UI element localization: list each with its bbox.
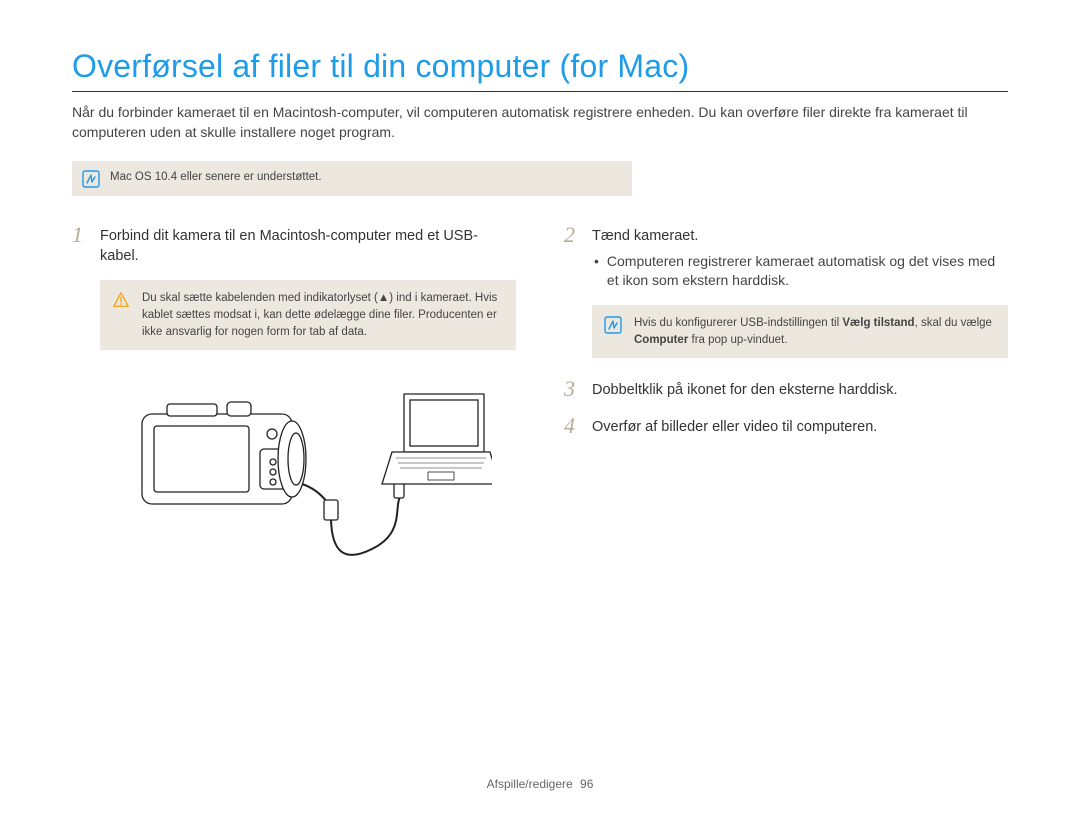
step-bullet: Computeren registrerer kameraet automati…: [592, 252, 1008, 291]
footer-section: Afspille/redigere: [487, 777, 573, 791]
info-icon: [604, 316, 622, 334]
step-number: 1: [72, 224, 90, 267]
step-text: Dobbeltklik på ikonet for den eksterne h…: [592, 378, 1008, 400]
step-4: 4 Overfør af billeder eller video til co…: [564, 415, 1008, 437]
step-text: Tænd kameraet.: [592, 226, 1008, 246]
step-text: Overfør af billeder eller video til comp…: [592, 415, 1008, 437]
step-number: 2: [564, 224, 582, 291]
intro-paragraph: Når du forbinder kameraet til en Macinto…: [72, 102, 1008, 143]
warning-box: Du skal sætte kabelenden med indikatorly…: [100, 280, 516, 350]
os-note-text: Mac OS 10.4 eller senere er understøttet…: [110, 169, 322, 185]
footer-page-number: 96: [580, 777, 593, 791]
os-note-box: Mac OS 10.4 eller senere er understøttet…: [72, 161, 632, 196]
step-body: Forbind dit kamera til en Macintosh-comp…: [100, 224, 516, 267]
step-3: 3 Dobbeltklik på ikonet for den eksterne…: [564, 378, 1008, 400]
connection-illustration: [132, 374, 492, 564]
warning-icon: [112, 291, 130, 309]
step-number: 3: [564, 378, 582, 400]
right-column: 2 Tænd kameraet. Computeren registrerer …: [564, 224, 1008, 565]
info-box: Hvis du konfigurerer USB-indstillingen t…: [592, 305, 1008, 358]
left-column: 1 Forbind dit kamera til en Macintosh-co…: [72, 224, 516, 565]
info-icon: [82, 170, 100, 188]
page-title: Overførsel af filer til din computer (fo…: [72, 48, 1008, 92]
step-2: 2 Tænd kameraet. Computeren registrerer …: [564, 224, 1008, 291]
step-1: 1 Forbind dit kamera til en Macintosh-co…: [72, 224, 516, 267]
step-number: 4: [564, 415, 582, 437]
warning-text: Du skal sætte kabelenden med indikatorly…: [142, 290, 504, 340]
page-footer: Afspille/redigere 96: [0, 777, 1080, 791]
info-text: Hvis du konfigurerer USB-indstillingen t…: [634, 315, 996, 348]
